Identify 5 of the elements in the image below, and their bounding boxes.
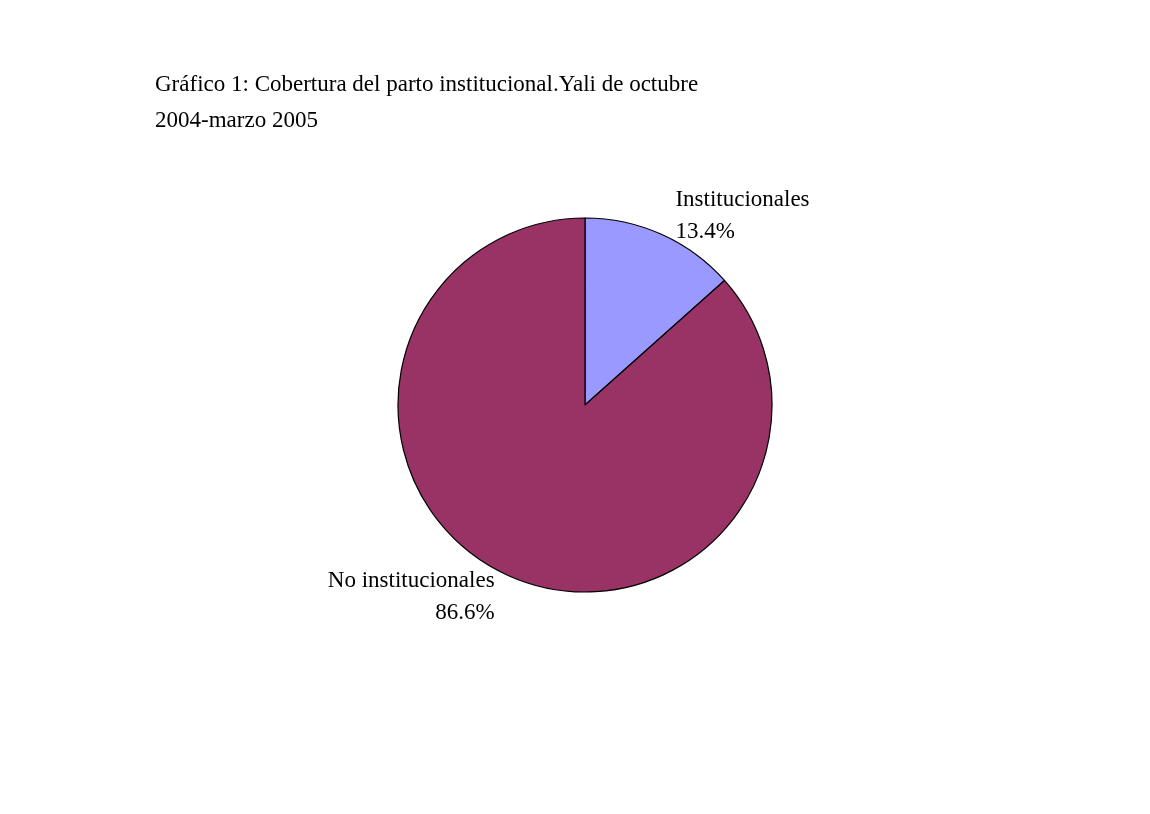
slice-label: No institucionales (327, 567, 495, 593)
data-label: 13.4% (675, 217, 735, 243)
data-label: 86.6% (435, 599, 495, 625)
chart-title: Gráfico 1: Cobertura del parto institucional.Yali de octubre 2004-marzo 2005 (155, 70, 704, 132)
slice-label: Institucionales (675, 185, 810, 211)
